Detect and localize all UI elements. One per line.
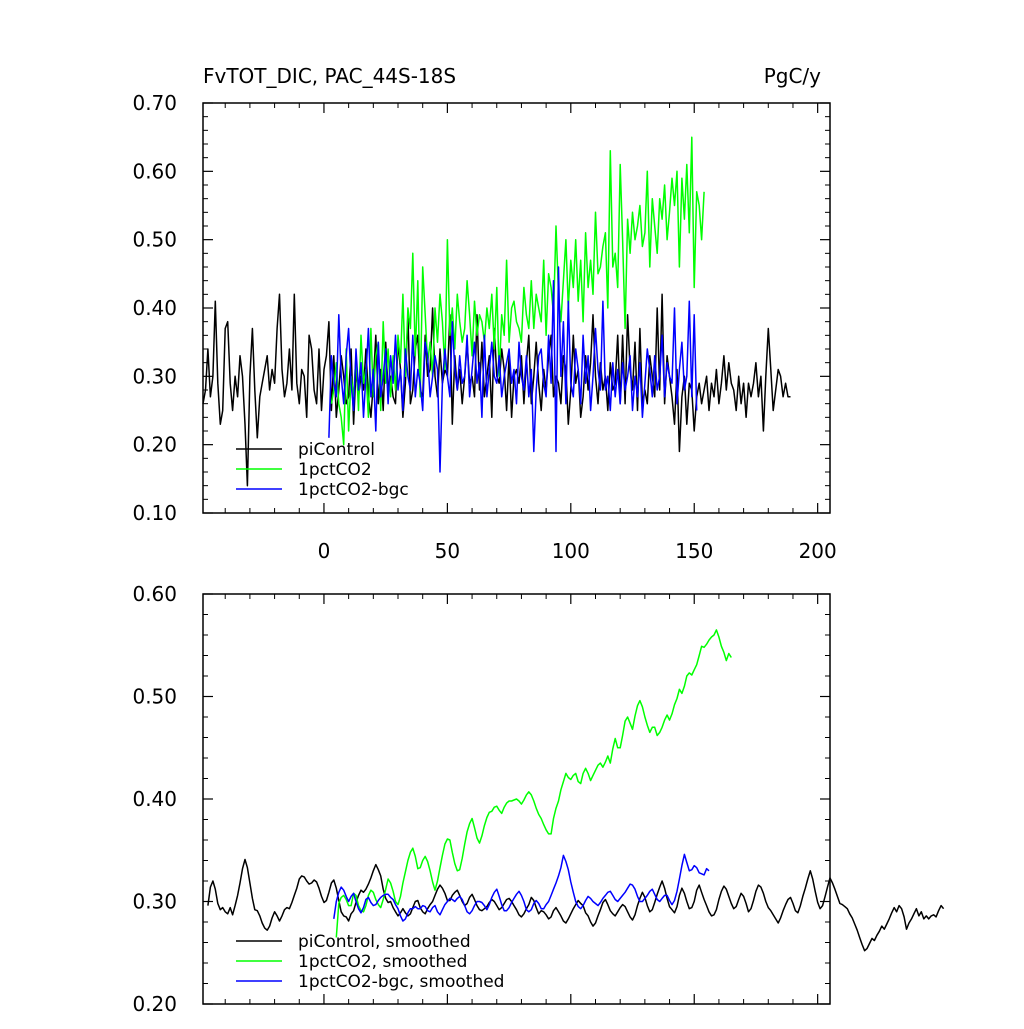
- bottom-axes: 0.20 0.30 0.40 0.50 0.60: [132, 582, 830, 1016]
- top-axes: 0.10 0.20 0.30 0.40 0.50 0.60 0.70 0 50 100 150 200: [132, 91, 836, 563]
- top-ytick-label: 0.20: [132, 433, 177, 457]
- legend-label-1pctco2-smoothed: 1pctCO2, smoothed: [298, 952, 467, 972]
- top-xtick-label: 0: [318, 539, 331, 563]
- chart-title: FvTOT_DIC, PAC_44S-18S: [203, 64, 456, 88]
- legend-label-1pctco2-bgc: 1pctCO2-bgc: [298, 480, 409, 500]
- top-ytick-label: 0.70: [132, 91, 177, 115]
- legend-label-1pctco2-bgc-smoothed: 1pctCO2-bgc, smoothed: [298, 972, 504, 992]
- top-xtick-label: 150: [675, 539, 713, 563]
- top-series-1pctco2-bgc: [328, 266, 698, 473]
- bottom-ytick-label: 0.30: [132, 890, 177, 914]
- bottom-ytick-label: 0.40: [132, 787, 177, 811]
- top-ytick-label: 0.60: [132, 159, 177, 183]
- top-xtick-label: 50: [435, 539, 460, 563]
- top-ytick-label: 0.50: [132, 228, 177, 252]
- bottom-ytick-label: 0.20: [132, 992, 177, 1016]
- bottom-panel: 0.20 0.30 0.40 0.50 0.60 piControl, smoothed…: [132, 582, 945, 1016]
- bottom-ytick-label: 0.60: [132, 582, 177, 606]
- legend-label-1pctco2: 1pctCO2: [298, 460, 372, 480]
- top-legend: piControl 1pctCO2 1pctCO2-bgc: [236, 440, 409, 500]
- bottom-series-1pctco2-bgc-smoothed: [333, 853, 710, 922]
- bottom-ytick-label: 0.50: [132, 685, 177, 709]
- top-ytick-label: 0.30: [132, 364, 177, 388]
- legend-label-picontrol-smoothed: piControl, smoothed: [298, 932, 471, 952]
- top-ytick-label: 0.10: [132, 501, 177, 525]
- top-xtick-label: 200: [799, 539, 837, 563]
- legend-label-picontrol: piControl: [298, 440, 375, 460]
- top-series-group: [202, 136, 791, 487]
- top-ytick-label: 0.40: [132, 296, 177, 320]
- bottom-series-group: [207, 629, 945, 952]
- bottom-series-1pctco2-smoothed: [335, 629, 732, 938]
- units-label: PgC/y: [764, 64, 821, 88]
- top-xtick-label: 100: [552, 539, 590, 563]
- bottom-series-picontrol-smoothed: [207, 858, 945, 952]
- bottom-legend: piControl, smoothed 1pctCO2, smoothed 1p…: [236, 932, 504, 992]
- top-panel: FvTOT_DIC, PAC_44S-18S PgC/y 0.10 0.20 0.3…: [132, 64, 836, 563]
